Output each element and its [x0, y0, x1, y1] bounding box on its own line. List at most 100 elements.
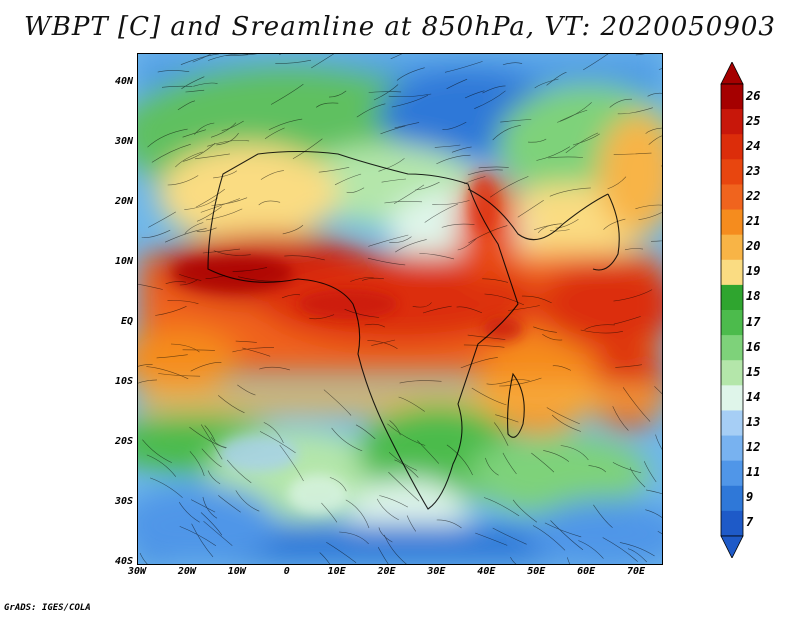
colorbar-label: 18 — [746, 289, 761, 304]
streamline — [521, 295, 552, 304]
streamline — [436, 154, 471, 165]
streamline — [201, 448, 222, 468]
streamline — [492, 527, 527, 545]
streamline — [482, 85, 506, 94]
streamline — [434, 144, 461, 148]
streamline — [638, 212, 662, 220]
streamline — [534, 223, 562, 231]
lat-tick-label: 30N — [114, 136, 133, 147]
streamline — [645, 127, 662, 134]
streamline — [388, 93, 432, 98]
streamline — [399, 380, 442, 384]
colorbar-label: 11 — [746, 465, 761, 480]
streamline — [612, 406, 629, 431]
streamline — [380, 125, 406, 135]
streamline — [165, 281, 187, 284]
streamline — [345, 499, 370, 529]
lon-tick-label: 20E — [377, 566, 396, 577]
streamline — [207, 140, 250, 147]
streamline — [415, 181, 440, 191]
streamline — [367, 257, 406, 266]
colorbar-label: 7 — [746, 515, 754, 530]
streamline — [615, 364, 642, 368]
streamline — [378, 527, 393, 543]
streamline — [180, 54, 219, 65]
streamline — [377, 547, 389, 564]
streamline — [156, 354, 188, 359]
streamline — [442, 121, 467, 130]
streamline — [207, 54, 249, 61]
colorbar-label: 26 — [746, 88, 761, 103]
streamline — [368, 91, 402, 93]
streamline — [389, 420, 401, 436]
streamline — [161, 85, 193, 88]
streamline — [367, 340, 398, 349]
streamline — [486, 379, 514, 385]
streamline — [182, 129, 206, 138]
streamline — [560, 445, 589, 461]
streamline — [139, 552, 148, 564]
streamline — [602, 537, 638, 562]
lat-tick-label: 20S — [114, 436, 133, 447]
streamline — [619, 542, 655, 557]
streamline — [167, 175, 199, 186]
streamline — [617, 107, 653, 115]
streamline — [164, 228, 207, 243]
streamline — [210, 437, 227, 448]
streamline — [412, 302, 432, 308]
streamline — [546, 72, 567, 86]
streamline — [232, 267, 268, 272]
streamline — [603, 218, 626, 230]
streamline — [622, 387, 651, 422]
streamline — [218, 395, 245, 414]
streamline — [609, 98, 633, 108]
streamline — [416, 440, 440, 464]
streamline — [232, 347, 275, 353]
streamline — [284, 255, 325, 261]
streamline — [321, 502, 338, 523]
streamline — [635, 204, 662, 210]
streamline — [593, 504, 613, 528]
streamline — [279, 444, 304, 482]
streamline — [184, 222, 204, 234]
lat-tick-label: 20N — [114, 196, 133, 207]
streamline — [613, 289, 653, 302]
streamline — [456, 306, 483, 314]
streamline — [542, 333, 563, 341]
streamline — [329, 477, 347, 492]
streamline — [202, 496, 218, 519]
streamline — [578, 540, 604, 559]
streamline — [645, 509, 662, 518]
streamline — [183, 142, 216, 162]
streamline — [179, 274, 202, 281]
streamline — [647, 92, 662, 97]
streamline — [138, 379, 158, 384]
streamline — [457, 238, 477, 251]
colorbar-label: 9 — [746, 490, 754, 505]
streamline — [550, 520, 584, 551]
streamline — [318, 167, 350, 173]
streamline — [225, 54, 258, 56]
streamline — [391, 94, 429, 108]
streamline — [181, 76, 205, 90]
streamline — [383, 534, 407, 564]
streamline — [474, 90, 506, 109]
streamline — [146, 454, 177, 477]
streamline — [282, 224, 304, 235]
streamline — [517, 199, 544, 218]
streamline — [393, 184, 425, 204]
streamline — [654, 386, 662, 395]
streamline — [527, 138, 547, 143]
lat-tick-label: 40N — [114, 76, 133, 87]
streamline — [379, 495, 409, 508]
colorbar-swatch — [721, 435, 743, 462]
colorbar-swatch — [721, 310, 743, 336]
grads-credit: GrADS: IGES/COLA — [4, 603, 91, 613]
colorbar-swatch — [721, 259, 743, 286]
streamline — [650, 240, 662, 242]
streamline — [148, 211, 176, 228]
streamline — [170, 343, 200, 353]
streamline — [196, 206, 222, 222]
streamline — [138, 364, 153, 367]
streamline — [258, 200, 281, 206]
